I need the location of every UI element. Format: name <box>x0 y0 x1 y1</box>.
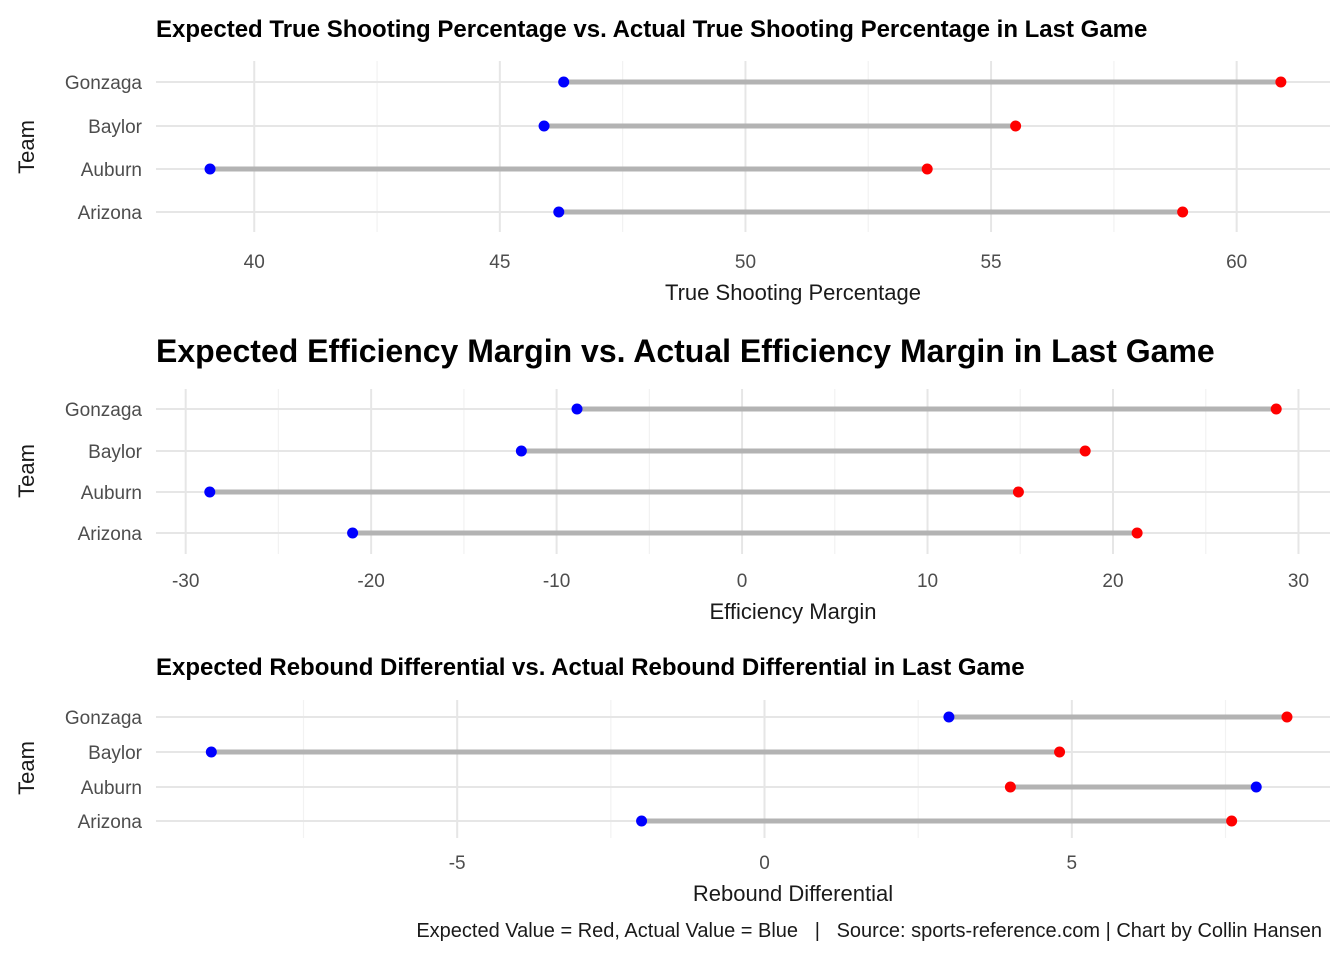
x-tick-label: 50 <box>735 252 756 273</box>
chart-panel-1: 40 45 50 55 60 Arizona Auburn Baylor Gonzaga Expe… <box>14 16 1330 305</box>
actual-point-baylor <box>515 445 527 457</box>
x-tick-label: 20 <box>1102 571 1123 592</box>
expected-point-baylor <box>1079 445 1091 457</box>
expected-point-auburn <box>921 163 933 175</box>
y-axis-label: Team <box>14 444 39 498</box>
expected-point-arizona <box>1177 206 1189 218</box>
x-tick-label: -20 <box>357 571 384 592</box>
x-tick-label: -30 <box>172 571 199 592</box>
y-axis-label: Team <box>14 741 39 795</box>
chart-panel-3: -5 0 5 Arizona Auburn Baylor Gonzaga Expected R… <box>14 654 1330 906</box>
y-tick-label: Arizona <box>78 203 143 224</box>
chart-title: Expected Efficiency Margin vs. Actual Ef… <box>156 333 1215 369</box>
y-tick-label: Arizona <box>78 524 143 545</box>
y-tick-label: Gonzaga <box>65 73 143 94</box>
x-tick-label: 0 <box>759 853 770 874</box>
actual-point-gonzaga <box>943 711 955 723</box>
actual-point-arizona <box>553 206 565 218</box>
y-tick-label: Auburn <box>81 160 142 181</box>
y-axis-label: Team <box>14 120 39 174</box>
y-tick-label: Gonzaga <box>65 400 143 421</box>
expected-point-gonzaga <box>1270 403 1282 415</box>
expected-point-gonzaga <box>1275 76 1287 88</box>
x-tick-label: 30 <box>1288 571 1309 592</box>
x-tick-label: 60 <box>1226 252 1247 273</box>
x-tick-label: 10 <box>917 571 938 592</box>
expected-point-arizona <box>1226 815 1238 827</box>
actual-point-baylor <box>205 746 217 758</box>
x-tick-label: -5 <box>449 853 466 874</box>
actual-point-gonzaga <box>571 403 583 415</box>
y-tick-label: Baylor <box>88 743 143 764</box>
expected-point-gonzaga <box>1281 711 1293 723</box>
actual-point-arizona <box>636 815 648 827</box>
actual-point-auburn <box>204 163 216 175</box>
x-axis-label: True Shooting Percentage <box>665 280 921 305</box>
expected-point-arizona <box>1131 527 1143 539</box>
y-tick-label: Gonzaga <box>65 708 143 729</box>
chart-panel-2: -30 -20 -10 0 10 20 30 Arizona Auburn Baylor Gonza… <box>14 333 1330 624</box>
x-tick-label: 0 <box>737 571 748 592</box>
x-axis-label: Efficiency Margin <box>709 599 876 624</box>
x-tick-label: -10 <box>543 571 570 592</box>
chart-title: Expected True Shooting Percentage vs. Ac… <box>156 16 1147 43</box>
x-tick-label: 40 <box>244 252 265 273</box>
y-tick-label: Auburn <box>81 483 142 504</box>
chart-title: Expected Rebound Differential vs. Actual… <box>156 654 1025 681</box>
expected-point-baylor <box>1010 120 1022 132</box>
actual-point-auburn <box>1250 781 1262 793</box>
expected-point-auburn <box>1004 781 1016 793</box>
chart-caption: Expected Value = Red, Actual Value = Blu… <box>416 920 1322 942</box>
y-tick-label: Baylor <box>88 442 143 463</box>
x-axis-label: Rebound Differential <box>693 881 893 906</box>
x-tick-label: 45 <box>489 252 510 273</box>
actual-point-baylor <box>538 120 550 132</box>
actual-point-gonzaga <box>558 76 570 88</box>
y-tick-label: Baylor <box>88 117 143 138</box>
actual-point-arizona <box>347 527 359 539</box>
y-tick-label: Arizona <box>78 812 143 833</box>
actual-point-auburn <box>204 486 216 498</box>
expected-point-baylor <box>1054 746 1066 758</box>
expected-point-auburn <box>1012 486 1024 498</box>
x-tick-label: 5 <box>1067 853 1078 874</box>
y-tick-label: Auburn <box>81 778 142 799</box>
x-tick-label: 55 <box>980 252 1001 273</box>
